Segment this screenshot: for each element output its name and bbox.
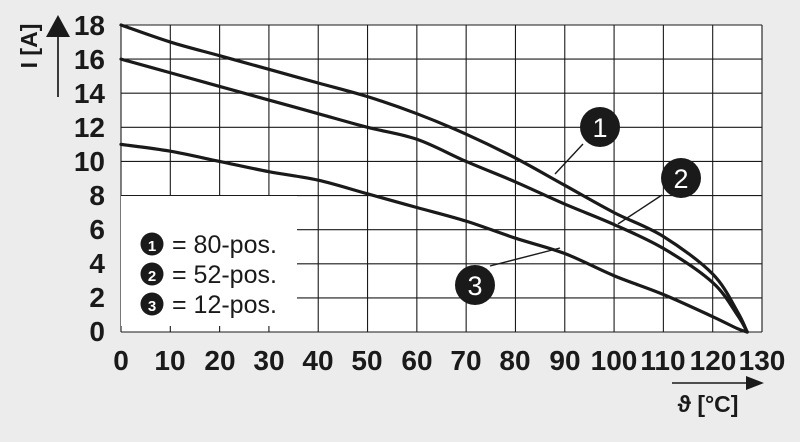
svg-text:0: 0 — [89, 316, 105, 347]
svg-text:2: 2 — [673, 164, 688, 194]
svg-text:20: 20 — [204, 345, 235, 376]
svg-text:= 52-pos.: = 52-pos. — [172, 261, 277, 289]
svg-text:ϑ [°C]: ϑ [°C] — [678, 391, 739, 417]
svg-text:12: 12 — [74, 112, 105, 143]
svg-text:= 80-pos.: = 80-pos. — [172, 231, 277, 259]
svg-text:= 12-pos.: = 12-pos. — [172, 291, 277, 319]
svg-text:90: 90 — [549, 345, 580, 376]
svg-text:10: 10 — [154, 345, 185, 376]
svg-text:120: 120 — [690, 345, 737, 376]
svg-text:0: 0 — [113, 345, 129, 376]
svg-text:70: 70 — [450, 345, 481, 376]
svg-text:6: 6 — [89, 214, 105, 245]
svg-text:3: 3 — [148, 298, 156, 315]
svg-text:8: 8 — [89, 180, 105, 211]
svg-text:2: 2 — [89, 282, 105, 313]
svg-text:10: 10 — [74, 146, 105, 177]
svg-text:1: 1 — [148, 238, 156, 255]
svg-text:16: 16 — [74, 44, 105, 75]
svg-text:I [A]: I [A] — [16, 24, 42, 69]
svg-text:30: 30 — [253, 345, 284, 376]
svg-text:4: 4 — [89, 248, 105, 279]
svg-text:2: 2 — [148, 268, 156, 285]
svg-text:60: 60 — [401, 345, 432, 376]
svg-text:14: 14 — [74, 78, 106, 109]
svg-text:3: 3 — [467, 271, 482, 301]
svg-text:50: 50 — [351, 345, 382, 376]
svg-text:1: 1 — [592, 113, 607, 143]
svg-text:18: 18 — [74, 10, 105, 41]
svg-text:40: 40 — [302, 345, 333, 376]
svg-text:110: 110 — [640, 345, 685, 376]
svg-text:100: 100 — [591, 345, 638, 376]
svg-text:130: 130 — [739, 345, 786, 376]
svg-text:80: 80 — [499, 345, 530, 376]
